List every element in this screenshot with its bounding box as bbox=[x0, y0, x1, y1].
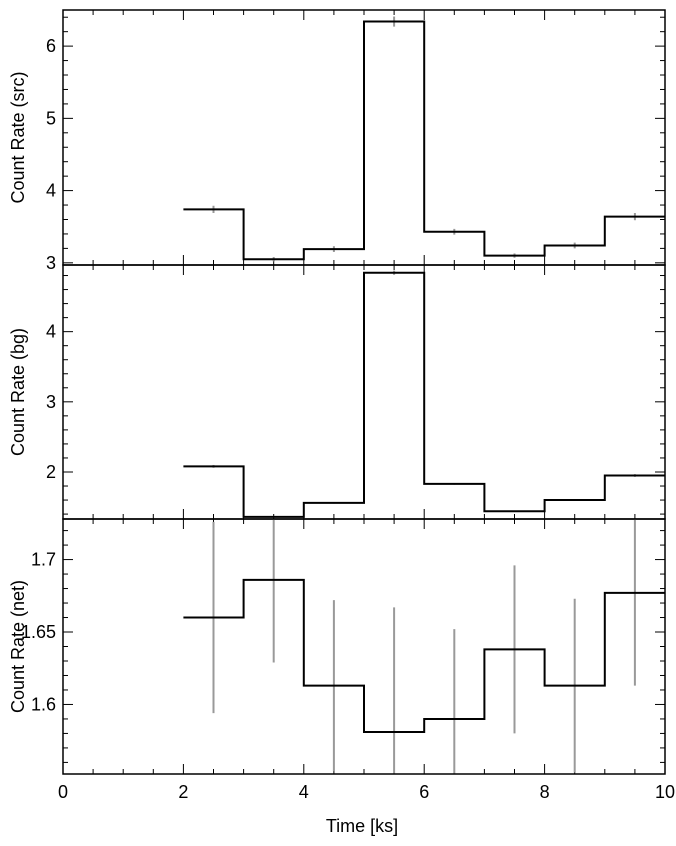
y-tick-label: 4 bbox=[46, 322, 56, 342]
panel-1: 3 4 5 6 Count Rate (src) bbox=[8, 9, 666, 273]
y-tick-label: 1.6 bbox=[31, 694, 56, 714]
step-line bbox=[183, 20, 665, 261]
y-tick-label: 3 bbox=[46, 253, 56, 273]
y-axis-label: Count Rate (src) bbox=[8, 71, 28, 203]
x-tick-label: 10 bbox=[655, 782, 675, 802]
x-tick-label: 4 bbox=[299, 782, 309, 802]
x-tick-label: 8 bbox=[540, 782, 550, 802]
y-tick-label: 3 bbox=[46, 392, 56, 412]
x-tick-label: 2 bbox=[178, 782, 188, 802]
y-tick-label: 1.7 bbox=[31, 550, 56, 570]
y-axis-label: Count Rate (net) bbox=[8, 580, 28, 713]
x-tick-label: 0 bbox=[58, 782, 68, 802]
y-axis-label: Count Rate (bg) bbox=[8, 328, 28, 456]
y-tick-label: 5 bbox=[46, 108, 56, 128]
step-line bbox=[183, 578, 665, 733]
chart-panels: 3 4 5 6 Count Rate (src) 2 3 4 Count Rate (bg) 1.… bbox=[8, 9, 666, 775]
x-tick-label: 6 bbox=[419, 782, 429, 802]
y-tick-label: 6 bbox=[46, 36, 56, 56]
panel-frame bbox=[62, 518, 666, 775]
x-axis-label: Time [ks] bbox=[326, 816, 398, 836]
x-axis: 0 2 4 6 8 10 bbox=[58, 782, 675, 802]
panel-2: 2 3 4 Count Rate (bg) bbox=[8, 264, 666, 520]
y-tick-label: 2 bbox=[46, 462, 56, 482]
y-tick-label: 4 bbox=[46, 181, 56, 201]
step-line bbox=[183, 271, 665, 518]
y-tick-label: 1.65 bbox=[21, 622, 56, 642]
